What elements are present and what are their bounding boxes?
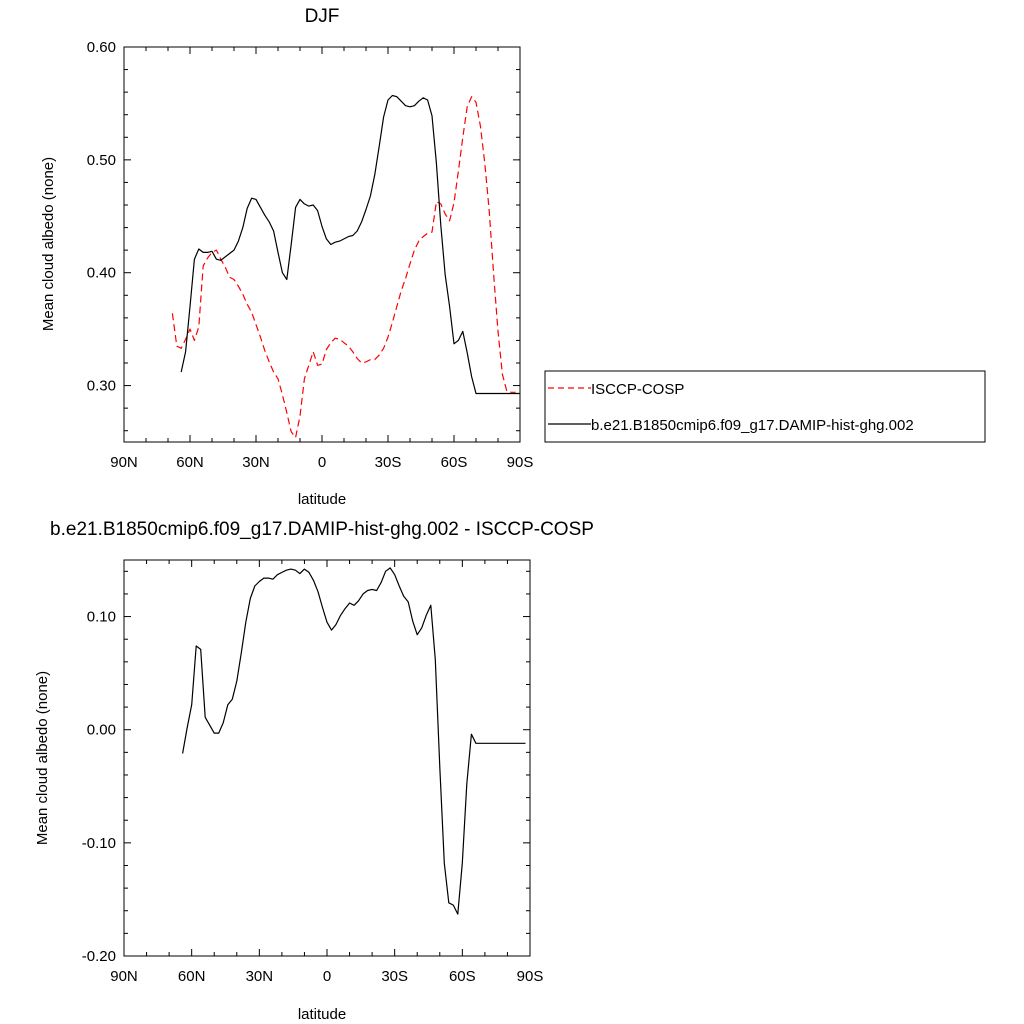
legend-label-model: b.e21.B1850cmip6.f09_g17.DAMIP-hist-ghg.…: [591, 417, 914, 434]
y-tick-label: 0.60: [87, 39, 116, 56]
x-tick-label: 90S: [507, 454, 534, 471]
y-tick-label: -0.10: [82, 835, 116, 852]
x-tick-label: 30S: [375, 454, 402, 471]
x-tick-label: 60N: [178, 968, 206, 985]
axis-ticks: 90N 60N 30N 0 30S 60S 90S -0.20 -0.10 0.00 0.10: [82, 560, 544, 985]
x-tick-label: 60S: [441, 454, 468, 471]
y-tick-label: 0.30: [87, 378, 116, 395]
x-axis-label: latitude: [298, 491, 346, 508]
series-lines: [182, 567, 526, 915]
axis-ticks: 90N 60N 30N 0 30S 60S 90S 0.30 0.40 0.50 0.60: [87, 39, 534, 471]
x-axis-label: latitude: [298, 1006, 346, 1023]
x-tick-label: 60N: [176, 454, 204, 471]
top-chart: DJF latitude Mean cloud albedo (none) 90…: [40, 6, 533, 508]
legend: ISCCP-COSP b.e21.B1850cmip6.f09_g17.DAMI…: [544, 370, 986, 443]
x-tick-label: 30S: [381, 968, 408, 985]
bottom-chart: b.e21.B1850cmip6.f09_g17.DAMIP-hist-ghg.…: [34, 519, 594, 1023]
y-axis-label: Mean cloud albedo (none): [34, 671, 51, 845]
series-lines: [171, 94, 520, 439]
legend-label-isccp: ISCCP-COSP: [591, 381, 684, 398]
series-line-dashed-0: [171, 96, 516, 439]
chart-title: b.e21.B1850cmip6.f09_g17.DAMIP-hist-ghg.…: [50, 519, 594, 540]
chart-title: DJF: [305, 6, 340, 27]
y-tick-label: 0.40: [87, 265, 116, 282]
y-tick-label: -0.20: [82, 948, 116, 965]
x-tick-label: 0: [323, 968, 331, 985]
series-line-solid-1: [180, 94, 520, 395]
x-tick-label: 90S: [517, 968, 544, 985]
y-tick-label: 0.10: [87, 609, 116, 626]
y-axis-label: Mean cloud albedo (none): [40, 157, 57, 331]
y-tick-label: 0.50: [87, 152, 116, 169]
x-tick-label: 30N: [246, 968, 274, 985]
x-tick-label: 90N: [110, 968, 138, 985]
x-tick-label: 60S: [449, 968, 476, 985]
x-tick-label: 0: [318, 454, 326, 471]
x-tick-label: 30N: [242, 454, 270, 471]
legend-box: [544, 370, 986, 443]
plot-frame: [123, 46, 521, 443]
series-line-solid-0: [182, 567, 526, 915]
x-tick-label: 90N: [110, 454, 138, 471]
y-tick-label: 0.00: [87, 722, 116, 739]
